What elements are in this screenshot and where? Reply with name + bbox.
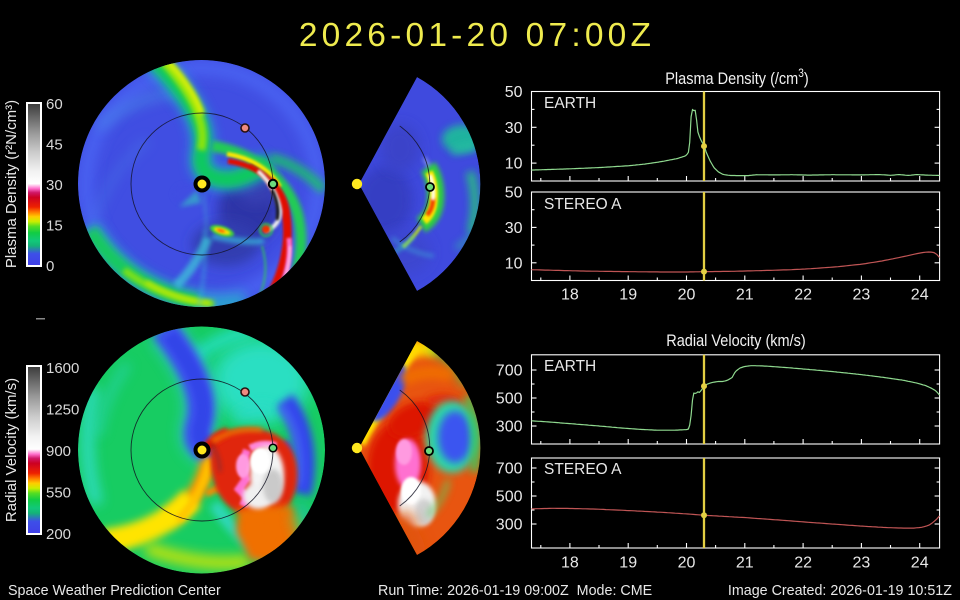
svg-text:24: 24: [911, 555, 929, 572]
svg-text:22: 22: [794, 555, 812, 572]
svg-text:21: 21: [736, 555, 754, 572]
svg-text:700: 700: [496, 461, 523, 478]
svg-text:24: 24: [911, 287, 929, 304]
svg-text:550: 550: [46, 485, 71, 502]
svg-text:20: 20: [678, 555, 696, 572]
svg-text:21: 21: [736, 287, 754, 304]
svg-text:60: 60: [46, 96, 63, 113]
svg-text:10: 10: [505, 156, 523, 173]
svg-text:500: 500: [496, 391, 523, 408]
svg-text:18: 18: [561, 555, 579, 572]
svg-text:30: 30: [46, 177, 63, 194]
svg-text:10: 10: [505, 255, 523, 272]
svg-text:50: 50: [505, 84, 523, 101]
svg-text:50: 50: [505, 185, 523, 202]
svg-text:Plasma Density (r²N/cm³): Plasma Density (r²N/cm³): [3, 100, 20, 268]
svg-text:45: 45: [46, 137, 63, 154]
svg-text:500: 500: [496, 489, 523, 506]
svg-text:700: 700: [496, 363, 523, 380]
svg-text:900: 900: [46, 443, 71, 460]
svg-text:20: 20: [678, 287, 696, 304]
svg-text:300: 300: [496, 419, 523, 436]
svg-text:23: 23: [853, 555, 871, 572]
svg-text:30: 30: [505, 120, 523, 137]
svg-text:15: 15: [46, 218, 63, 235]
svg-text:Image Created: 2026-01-19 10:5: Image Created: 2026-01-19 10:51Z: [728, 583, 952, 599]
svg-text:0: 0: [46, 258, 54, 275]
svg-text:18: 18: [561, 287, 579, 304]
svg-text:Space Weather Prediction Cente: Space Weather Prediction Center: [8, 583, 221, 599]
svg-text:19: 19: [619, 555, 637, 572]
svg-text:Run Time: 2026-01-19 09:00Z M: Run Time: 2026-01-19 09:00Z Mode: CME: [378, 583, 652, 599]
svg-text:30: 30: [505, 220, 523, 237]
svg-text:23: 23: [853, 287, 871, 304]
svg-text:EARTH: EARTH: [544, 95, 596, 112]
svg-text:1250: 1250: [46, 402, 79, 419]
svg-text:22: 22: [794, 287, 812, 304]
svg-text:STEREO A: STEREO A: [544, 461, 622, 478]
svg-text:2026-01-20 07:00Z: 2026-01-20 07:00Z: [299, 17, 655, 54]
svg-text:1600: 1600: [46, 360, 79, 377]
svg-text:Plasma Density (/cm3): Plasma Density (/cm3): [665, 67, 809, 88]
svg-text:EARTH: EARTH: [544, 358, 596, 375]
svg-text:200: 200: [46, 526, 71, 543]
svg-text:STEREO A: STEREO A: [544, 196, 622, 213]
svg-text:19: 19: [619, 287, 637, 304]
svg-text:Radial Velocity (km/s): Radial Velocity (km/s): [3, 378, 20, 522]
svg-text:300: 300: [496, 517, 523, 534]
svg-text:Radial Velocity (km/s): Radial Velocity (km/s): [666, 332, 806, 350]
